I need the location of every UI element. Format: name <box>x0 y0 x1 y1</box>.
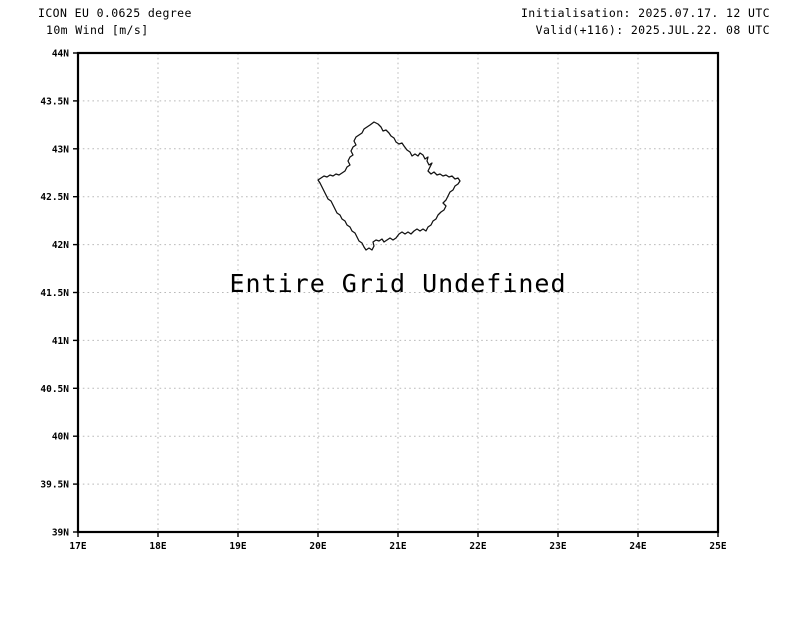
valid-time: Valid(+116): 2025.JUL.22. 08 UTC <box>535 23 770 37</box>
x-tick-label: 17E <box>69 541 86 552</box>
y-tick-label: 41.5N <box>40 288 69 299</box>
x-tick-label: 24E <box>629 541 646 552</box>
plot-frame <box>76 51 720 534</box>
undefined-grid-message: Entire Grid Undefined <box>229 269 566 298</box>
x-tick-label: 21E <box>389 541 406 552</box>
y-tick-label: 42.5N <box>40 192 69 203</box>
y-tick-label: 44N <box>52 49 69 60</box>
y-tick-label: 40N <box>52 432 69 443</box>
y-tick-label: 41N <box>52 336 69 347</box>
x-tick-label: 23E <box>549 541 566 552</box>
x-tick-label: 18E <box>149 541 166 552</box>
x-axis-tick-labels: 17E 18E 19E 20E 21E 22E 23E 24E 25E <box>69 541 726 552</box>
y-tick-label: 43.5N <box>40 96 69 107</box>
y-axis-tick-labels: 39N 39.5N 40N 40.5N 41N 41.5N 42N 42.5N 43N 43.5N… <box>40 49 69 539</box>
x-tick-label: 22E <box>469 541 486 552</box>
x-tick-label: 20E <box>309 541 326 552</box>
x-tick-label: 25E <box>709 541 726 552</box>
model-title: ICON EU 0.0625 degree <box>38 6 192 20</box>
kosovo-border-outline <box>317 121 461 251</box>
y-tick-label: 39.5N <box>40 480 69 491</box>
gridlines <box>78 53 718 532</box>
x-tick-label: 19E <box>229 541 246 552</box>
y-tick-label: 39N <box>52 528 69 539</box>
initialisation-time: Initialisation: 2025.07.17. 12 UTC <box>520 6 770 20</box>
y-tick-label: 40.5N <box>40 384 69 395</box>
field-title: 10m Wind [m/s] <box>46 23 149 37</box>
y-tick-label: 43N <box>52 144 69 155</box>
y-tick-label: 42N <box>52 240 69 251</box>
